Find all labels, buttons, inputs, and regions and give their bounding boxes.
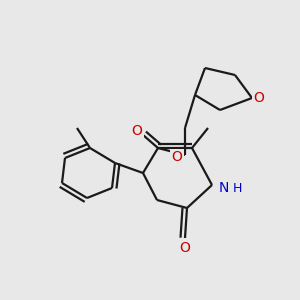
- Text: N: N: [219, 181, 229, 195]
- Text: O: O: [180, 241, 190, 255]
- Text: O: O: [172, 150, 182, 164]
- Text: O: O: [254, 91, 264, 105]
- Text: O: O: [132, 124, 142, 138]
- Text: H: H: [232, 182, 242, 194]
